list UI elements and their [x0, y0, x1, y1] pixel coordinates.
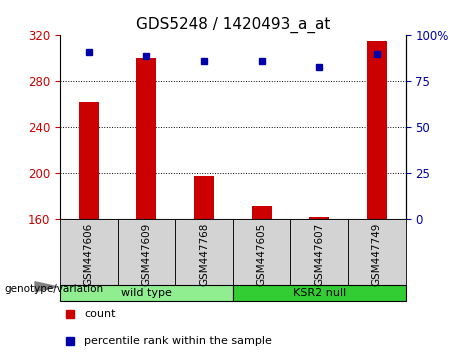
Bar — [348, 219, 406, 286]
Title: GDS5248 / 1420493_a_at: GDS5248 / 1420493_a_at — [136, 16, 330, 33]
Text: wild type: wild type — [121, 288, 172, 298]
Bar — [60, 219, 118, 286]
Bar — [233, 219, 290, 286]
Bar — [194, 176, 214, 219]
Bar — [118, 219, 175, 286]
Polygon shape — [35, 282, 57, 292]
Bar — [367, 41, 387, 219]
Text: count: count — [84, 309, 116, 319]
Bar — [252, 206, 272, 219]
Text: GSM447606: GSM447606 — [84, 223, 94, 286]
Bar — [290, 219, 348, 286]
Text: GSM447609: GSM447609 — [142, 223, 151, 286]
Text: percentile rank within the sample: percentile rank within the sample — [84, 336, 272, 346]
Bar — [309, 217, 329, 219]
Text: GSM447749: GSM447749 — [372, 223, 382, 286]
Text: KSR2 null: KSR2 null — [293, 288, 346, 298]
Bar — [233, 285, 406, 301]
Bar — [79, 102, 99, 219]
Text: GSM447607: GSM447607 — [314, 223, 324, 286]
Bar — [136, 58, 156, 219]
Bar — [60, 285, 233, 301]
Bar — [175, 219, 233, 286]
Text: genotype/variation: genotype/variation — [5, 284, 104, 293]
Text: GSM447605: GSM447605 — [257, 223, 266, 286]
Text: GSM447768: GSM447768 — [199, 223, 209, 286]
